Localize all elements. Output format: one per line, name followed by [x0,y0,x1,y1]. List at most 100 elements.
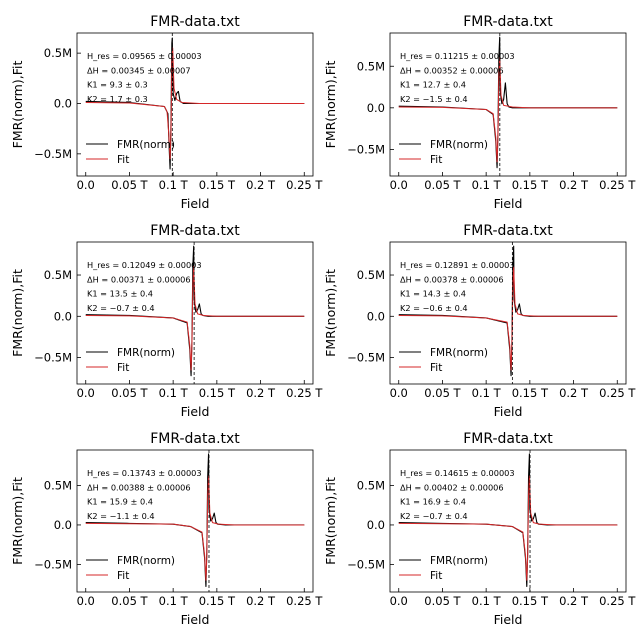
subplot-6: 0.0 0.05 T 0.1 T 0.15 T 0.2 T 0.25 T −0.5M 0.0 0… [323,431,636,627]
subplot-title: FMR-data.txt [463,431,553,447]
x-tick-label: 0.0 [390,594,408,608]
subplot-5: 0.0 0.05 T 0.1 T 0.15 T 0.2 T 0.25 T −0.5M 0.0 0… [10,431,323,627]
x-tick-label: 0.25 T [599,386,636,400]
y-axis-label: FMR(norm),Fit [10,61,25,149]
x-tick-label: 0.15 T [512,178,549,192]
x-tick-label: 0.0 [390,178,408,192]
x-axis-label: Field [181,404,210,419]
fit-parameter-text: K2 = −0.6 ± 0.4 [400,303,468,313]
legend-label-fit: Fit [430,362,442,374]
x-tick-label: 0.05 T [424,594,461,608]
x-tick-label: 0.25 T [286,594,323,608]
x-axis-label: Field [181,612,210,627]
x-tick-label: 0.05 T [111,386,148,400]
fit-parameter-text: ΔH = 0.00352 ± 0.00006 [400,65,504,75]
subplot-title: FMR-data.txt [463,223,553,239]
x-tick-label: 0.1 T [472,178,502,192]
y-axis-label: FMR(norm),Fit [323,61,338,149]
x-axis-label: Field [181,196,210,211]
y-tick-label: −0.5M [347,351,385,365]
subplot-2: 0.0 0.05 T 0.1 T 0.15 T 0.2 T 0.25 T −0.5M 0.0 0… [323,14,636,211]
x-tick-label: 0.0 [77,178,95,192]
fit-parameter-text: K1 = 14.3 ± 0.4 [400,289,466,299]
y-tick-label: 0.5M [357,479,385,493]
fit-parameter-text: K1 = 12.7 ± 0.4 [400,80,466,90]
y-tick-label: 0.0 [54,309,72,323]
axes-frame [389,449,627,593]
axes-frame [389,241,627,385]
y-tick-label: 0.5M [357,268,385,282]
axes-frame [389,32,627,177]
legend-label-fmr-norm: FMR(norm) [430,347,488,359]
series-line-fit [85,47,305,160]
subplot-title: FMR-data.txt [463,14,553,30]
axes-frame [76,32,314,177]
x-tick-label: 0.25 T [599,594,636,608]
x-tick-label: 0.1 T [159,178,189,192]
series-line-fit [85,266,305,371]
x-tick-label: 0.1 T [472,386,502,400]
y-axis-label: FMR(norm),Fit [10,477,25,565]
x-tick-label: 0.1 T [159,594,189,608]
x-tick-label: 0.0 [77,386,95,400]
fit-parameter-text: H_res = 0.12891 ± 0.00003 [400,260,515,270]
x-tick-label: 0.0 [390,386,408,400]
legend-label-fmr-norm: FMR(norm) [117,347,175,359]
subplot-title: FMR-data.txt [150,223,240,239]
x-tick-label: 0.0 [77,594,95,608]
legend-label-fit: Fit [117,362,129,374]
x-tick-label: 0.15 T [512,386,549,400]
y-tick-label: −0.5M [34,351,72,365]
x-tick-label: 0.25 T [599,178,636,192]
fit-parameter-text: ΔH = 0.00378 ± 0.00006 [400,274,504,284]
y-tick-label: 0.0 [54,96,72,110]
x-tick-label: 0.2 T [559,386,589,400]
subplot-1: 0.0 0.05 T 0.1 T 0.15 T 0.2 T 0.25 T −0.5M 0.0 0… [10,14,323,211]
fit-parameter-text: K1 = 15.9 ± 0.4 [87,497,153,507]
x-tick-label: 0.05 T [424,386,461,400]
subplot-title: FMR-data.txt [150,14,240,30]
series-line-fit [398,57,618,163]
y-tick-label: 0.5M [44,46,72,60]
legend-label-fmr-norm: FMR(norm) [430,139,488,151]
legend-label-fit: Fit [430,570,442,582]
axes-frame [76,241,314,385]
fit-parameter-text: H_res = 0.12049 ± 0.00003 [87,260,202,270]
x-tick-label: 0.15 T [199,178,236,192]
x-tick-label: 0.2 T [246,594,276,608]
y-axis-label: FMR(norm),Fit [323,477,338,565]
x-tick-label: 0.25 T [286,386,323,400]
subplot-4: 0.0 0.05 T 0.1 T 0.15 T 0.2 T 0.25 T −0.5M 0.0 0… [323,223,636,419]
legend-label-fit: Fit [430,154,442,166]
y-tick-label: 0.5M [357,59,385,73]
x-tick-label: 0.15 T [199,594,236,608]
axes-frame [76,449,314,593]
x-tick-label: 0.15 T [199,386,236,400]
legend-label-fmr-norm: FMR(norm) [430,555,488,567]
legend-label-fit: Fit [117,154,129,166]
x-tick-label: 0.15 T [512,594,549,608]
x-tick-label: 0.25 T [286,178,323,192]
fit-parameter-text: ΔH = 0.00402 ± 0.00006 [400,482,504,492]
subplot-title: FMR-data.txt [150,431,240,447]
x-tick-label: 0.05 T [111,178,148,192]
fit-parameter-text: H_res = 0.14615 ± 0.00003 [400,468,515,478]
y-tick-label: 0.5M [44,268,72,282]
x-tick-label: 0.05 T [424,178,461,192]
fit-parameter-text: K2 = −0.7 ± 0.4 [87,303,155,313]
fit-parameter-text: ΔH = 0.00345 ± 0.00007 [87,65,191,75]
fit-parameter-text: K1 = 9.3 ± 0.3 [87,80,148,90]
x-tick-label: 0.05 T [111,594,148,608]
x-axis-label: Field [494,196,523,211]
fit-parameter-text: K1 = 16.9 ± 0.4 [400,497,466,507]
x-tick-label: 0.1 T [472,594,502,608]
series-line-fit [398,266,618,371]
fit-parameter-text: K2 = 1.7 ± 0.3 [87,94,148,104]
fit-parameter-text: ΔH = 0.00371 ± 0.00006 [87,274,191,284]
y-axis-label: FMR(norm),Fit [10,269,25,357]
x-tick-label: 0.2 T [246,178,276,192]
fit-parameter-text: K2 = −1.1 ± 0.4 [87,511,155,521]
y-tick-label: 0.0 [54,518,72,532]
fit-parameter-text: K2 = −0.7 ± 0.4 [400,511,468,521]
